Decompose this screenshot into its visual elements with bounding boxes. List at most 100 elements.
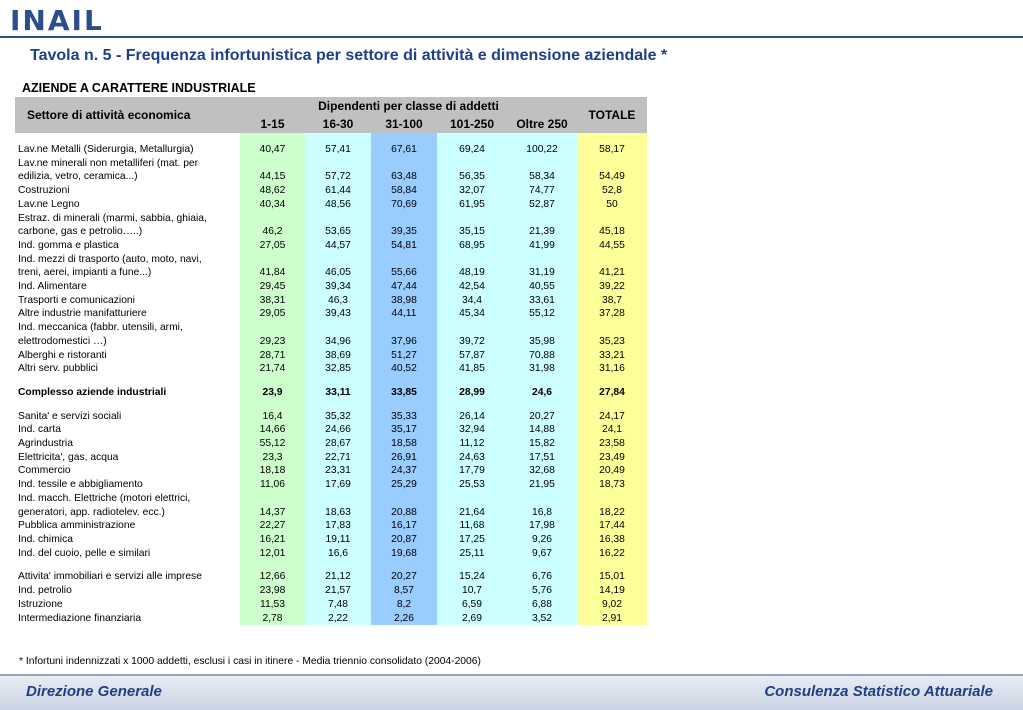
value-cell: 11,53 xyxy=(240,597,305,612)
spacer-cell xyxy=(15,133,240,143)
header-class-oltre-250: Oltre 250 xyxy=(507,115,577,133)
spacer-cell xyxy=(240,399,305,410)
value-cell: 28,67 xyxy=(305,437,371,451)
value-cell: 32,68 xyxy=(507,464,577,479)
value-cell: 25,53 xyxy=(437,478,507,492)
spacer-cell xyxy=(15,376,240,386)
sector-label: Ind. gomma e plastica xyxy=(18,239,119,251)
empty-cell xyxy=(437,321,507,335)
value-cell: 21,39 xyxy=(507,225,577,239)
empty-cell xyxy=(577,211,647,226)
value-cell: 16,8 xyxy=(507,505,577,520)
total-value-cell: 27,84 xyxy=(577,385,647,400)
value-cell: 21,95 xyxy=(507,478,577,492)
value-cell: 14,88 xyxy=(507,423,577,438)
value-cell: 6,59 xyxy=(437,597,507,612)
total-value-cell: 54,49 xyxy=(577,170,647,185)
value-cell: 55,12 xyxy=(240,437,305,451)
value-cell: 55,66 xyxy=(371,266,437,281)
spacer-cell xyxy=(507,133,577,143)
total-value-cell: 50 xyxy=(577,197,647,212)
value-cell: 2,26 xyxy=(371,611,437,626)
footer-left-text: Direzione Generale xyxy=(26,683,162,700)
header-divider xyxy=(0,36,1023,38)
value-cell: 33,85 xyxy=(371,385,437,400)
table-row: Altre industrie manifatturiere 29,05 39,43… xyxy=(15,307,647,322)
sector-label-continuation: treni, aerei, impianti a fune...) xyxy=(18,267,152,279)
total-value-cell: 23,49 xyxy=(577,450,647,465)
sector-label: Sanita' e servizi sociali xyxy=(18,410,122,422)
total-value-cell: 16,38 xyxy=(577,532,647,547)
value-cell: 21,74 xyxy=(240,362,305,376)
value-cell: 40,52 xyxy=(371,362,437,376)
total-value-cell: 24,17 xyxy=(577,409,647,424)
sector-label: Altre industrie manifatturiere xyxy=(18,308,147,320)
spacer-cell xyxy=(437,560,507,571)
sector-label: Lav.ne Metalli (Siderurgia, Metallurgia) xyxy=(18,144,194,155)
value-cell: 22,27 xyxy=(240,519,305,533)
spacer-cell xyxy=(305,133,371,143)
value-cell: 35,33 xyxy=(371,409,437,424)
value-cell: 10,7 xyxy=(437,584,507,598)
value-cell: 31,98 xyxy=(507,362,577,376)
table-row: Complesso aziende industriali 23,9 33,11 33… xyxy=(15,385,647,400)
value-cell: 25,11 xyxy=(437,546,507,561)
value-cell: 54,81 xyxy=(371,238,437,253)
spacer-cell xyxy=(15,400,240,410)
value-cell: 24,37 xyxy=(371,464,437,479)
spacer-row xyxy=(15,375,647,386)
value-cell: 58,34 xyxy=(507,170,577,185)
spacer-cell xyxy=(240,375,305,386)
table-row-continuation: carbone, gas e petrolio…..) 46,2 53,65 39,3… xyxy=(15,225,647,239)
sector-label: Lav.ne minerali non metalliferi (mat. pe… xyxy=(18,157,199,169)
value-cell: 17,25 xyxy=(437,532,507,547)
sector-label-continuation: elettrodomestici …) xyxy=(18,335,107,347)
sector-label: Ind. petrolio xyxy=(18,585,72,597)
table-row: Ind. del cuoio, pelle e similari 12,01 16,… xyxy=(15,546,647,561)
value-cell: 14,66 xyxy=(240,423,305,438)
empty-cell xyxy=(240,211,305,226)
value-cell: 12,66 xyxy=(240,570,305,585)
value-cell: 11,12 xyxy=(437,437,507,451)
page-footer: Direzione Generale Consulenza Statistico… xyxy=(0,674,1023,710)
value-cell: 33,61 xyxy=(507,293,577,308)
value-cell: 16,17 xyxy=(371,519,437,533)
value-cell: 19,11 xyxy=(305,532,371,547)
value-cell: 48,62 xyxy=(240,184,305,198)
value-cell: 58,84 xyxy=(371,184,437,198)
table-row-continuation: edilizia, vetro, ceramica...) 44,15 57,72 6… xyxy=(15,170,647,185)
value-cell: 2,78 xyxy=(240,611,305,626)
value-cell: 39,35 xyxy=(371,225,437,239)
value-cell: 33,11 xyxy=(305,385,371,400)
empty-cell xyxy=(437,211,507,226)
table-row: Lav.ne Legno 40,34 48,56 70,69 61,95 52,87 50 xyxy=(15,197,647,212)
sector-label: Pubblica amministrazione xyxy=(18,520,136,532)
spacer-cell xyxy=(15,560,240,570)
sector-label: Ind. Alimentare xyxy=(18,281,87,293)
empty-cell xyxy=(305,491,371,506)
empty-cell xyxy=(305,211,371,226)
value-cell: 37,96 xyxy=(371,334,437,349)
sector-label: Ind. tessile e abbigliamento xyxy=(18,479,143,491)
header-class-101-250: 101-250 xyxy=(437,115,507,133)
table-row: Commercio 18,18 23,31 24,37 17,79 32,68 20,49 xyxy=(15,464,647,479)
sector-label: Ind. mezzi di trasporto (auto, moto, nav… xyxy=(18,253,202,265)
value-cell: 19,68 xyxy=(371,546,437,561)
sector-label: Agrindustria xyxy=(18,438,73,450)
value-cell: 11,68 xyxy=(437,519,507,533)
total-value-cell: 33,21 xyxy=(577,348,647,363)
value-cell: 61,95 xyxy=(437,197,507,212)
spacer-cell xyxy=(371,399,437,410)
value-cell: 41,99 xyxy=(507,238,577,253)
value-cell: 35,98 xyxy=(507,334,577,349)
spacer-cell xyxy=(305,375,371,386)
value-cell: 23,31 xyxy=(305,464,371,479)
sector-label: Elettricita', gas, acqua xyxy=(18,451,119,463)
sector-label: Lav.ne Legno xyxy=(18,198,80,210)
table-row: Istruzione 11,53 7,48 8,2 6,59 6,88 9,02 xyxy=(15,597,647,612)
value-cell: 57,41 xyxy=(305,143,371,157)
value-cell: 53,65 xyxy=(305,225,371,239)
sector-label: Ind. chimica xyxy=(18,533,73,545)
footnote: * Infortuni indennizzati x 1000 addetti,… xyxy=(19,656,481,667)
value-cell: 24,66 xyxy=(305,423,371,438)
